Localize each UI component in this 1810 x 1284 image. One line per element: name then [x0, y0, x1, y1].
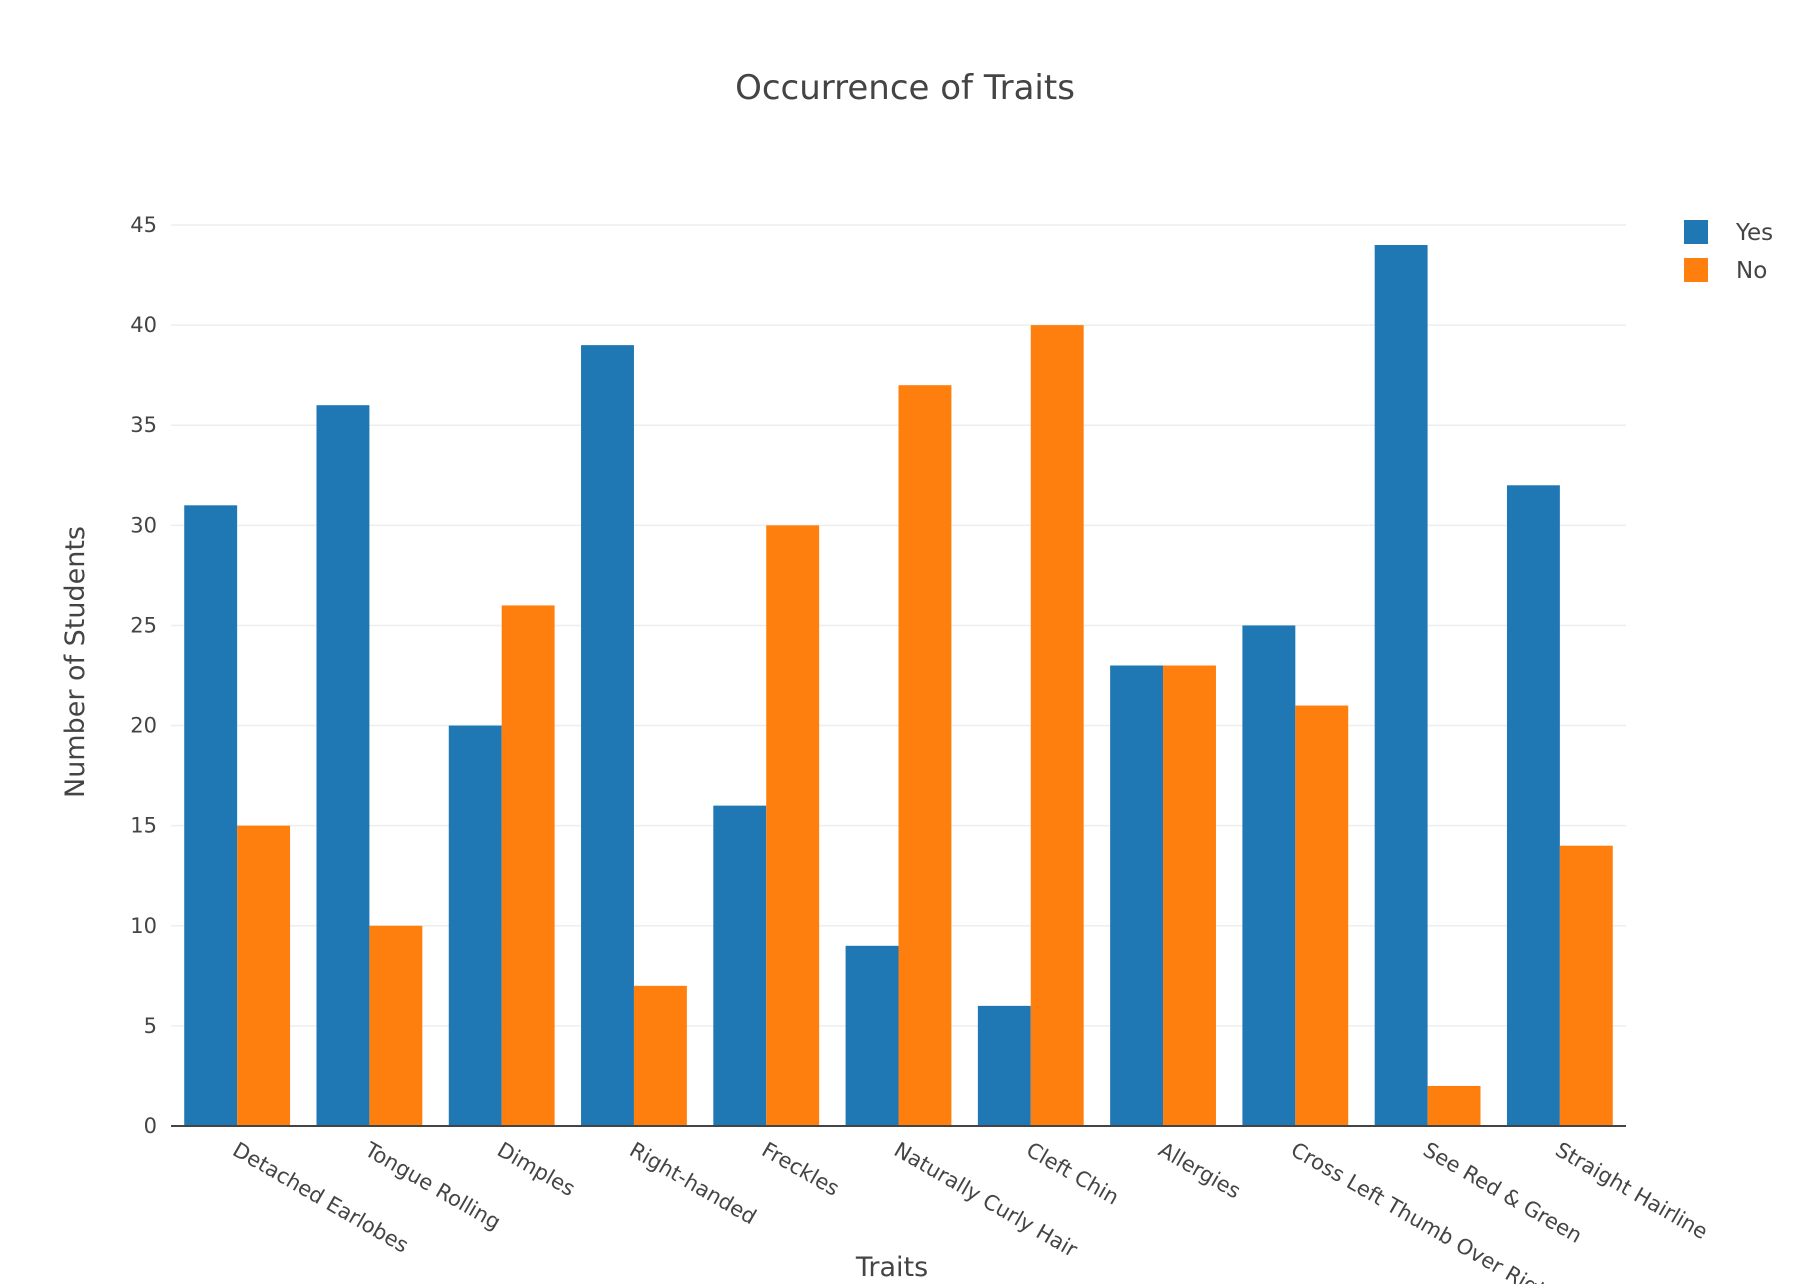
y-tick-label: 0 — [144, 1114, 157, 1138]
legend-swatch-no — [1684, 258, 1708, 282]
bar-no-8 — [1295, 706, 1348, 1126]
y-tick-label: 35 — [130, 413, 157, 437]
x-tick-label: Freckles — [758, 1138, 844, 1201]
y-tick-label: 45 — [130, 213, 157, 237]
bar-no-7 — [1163, 665, 1216, 1126]
y-tick-label: 40 — [130, 313, 157, 337]
bar-yes-6 — [978, 1006, 1031, 1126]
y-tick-label: 5 — [144, 1014, 157, 1038]
bar-yes-0 — [184, 505, 237, 1126]
x-tick-label: Dimples — [493, 1138, 579, 1202]
legend-swatch-yes — [1684, 220, 1708, 244]
y-tick-label: 10 — [130, 914, 157, 938]
bar-yes-2 — [449, 726, 502, 1126]
bar-no-9 — [1428, 1086, 1481, 1126]
bar-yes-5 — [846, 946, 899, 1126]
x-tick-label: Right-handed — [625, 1138, 760, 1230]
bar-no-4 — [766, 525, 819, 1126]
bar-yes-3 — [581, 345, 634, 1126]
y-axis-ticks: 0 5 10 15 20 25 30 35 40 45 — [130, 213, 157, 1138]
x-tick-label: Cleft Chin — [1022, 1138, 1123, 1210]
legend: Yes No — [1684, 220, 1773, 284]
x-tick-label: Allergies — [1155, 1138, 1245, 1204]
x-axis-title: Traits — [855, 1252, 928, 1283]
bar-yes-8 — [1242, 625, 1295, 1126]
bar-yes-4 — [713, 806, 766, 1126]
bar-no-0 — [237, 826, 290, 1126]
bar-no-3 — [634, 986, 687, 1126]
bar-no-2 — [502, 605, 555, 1126]
bar-yes-1 — [317, 405, 370, 1126]
bar-no-10 — [1560, 846, 1613, 1126]
y-tick-label: 25 — [130, 613, 157, 637]
bar-yes-10 — [1507, 485, 1560, 1126]
bar-yes-7 — [1110, 665, 1163, 1126]
legend-label-yes: Yes — [1735, 220, 1773, 246]
y-tick-label: 20 — [130, 714, 157, 738]
legend-label-no: No — [1736, 258, 1767, 284]
y-tick-label: 30 — [130, 513, 157, 537]
bar-no-1 — [369, 926, 422, 1126]
y-tick-label: 15 — [130, 814, 157, 838]
bar-no-5 — [899, 385, 952, 1126]
bar-yes-9 — [1375, 245, 1428, 1126]
bar-no-6 — [1031, 325, 1084, 1126]
bars — [184, 245, 1613, 1126]
y-axis-title: Number of Students — [60, 526, 91, 798]
chart-title: Occurrence of Traits — [735, 68, 1075, 108]
